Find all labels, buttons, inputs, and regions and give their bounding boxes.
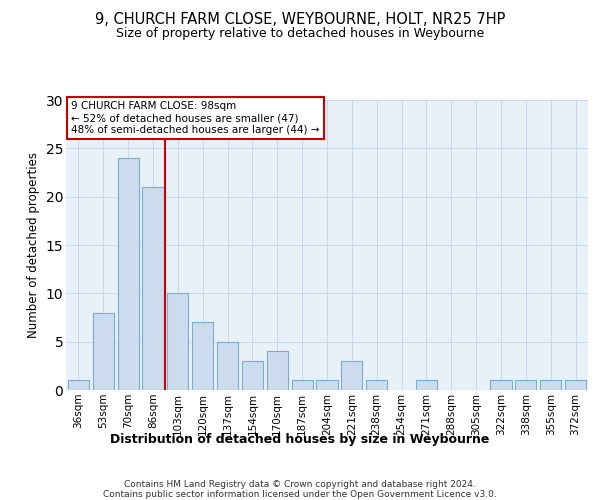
Bar bbox=[341, 361, 362, 390]
Bar bbox=[217, 342, 238, 390]
Text: Contains HM Land Registry data © Crown copyright and database right 2024.
Contai: Contains HM Land Registry data © Crown c… bbox=[103, 480, 497, 500]
Bar bbox=[490, 380, 512, 390]
Bar bbox=[540, 380, 561, 390]
Bar bbox=[416, 380, 437, 390]
Bar bbox=[142, 187, 164, 390]
Bar bbox=[515, 380, 536, 390]
Text: Size of property relative to detached houses in Weybourne: Size of property relative to detached ho… bbox=[116, 28, 484, 40]
Bar bbox=[242, 361, 263, 390]
Bar bbox=[192, 322, 213, 390]
Bar bbox=[316, 380, 338, 390]
Bar bbox=[565, 380, 586, 390]
Bar bbox=[167, 294, 188, 390]
Text: 9, CHURCH FARM CLOSE, WEYBOURNE, HOLT, NR25 7HP: 9, CHURCH FARM CLOSE, WEYBOURNE, HOLT, N… bbox=[95, 12, 505, 28]
Text: Distribution of detached houses by size in Weybourne: Distribution of detached houses by size … bbox=[110, 432, 490, 446]
Bar bbox=[267, 352, 288, 390]
Bar bbox=[68, 380, 89, 390]
Bar bbox=[118, 158, 139, 390]
Bar bbox=[366, 380, 387, 390]
Bar bbox=[292, 380, 313, 390]
Text: 9 CHURCH FARM CLOSE: 98sqm
← 52% of detached houses are smaller (47)
48% of semi: 9 CHURCH FARM CLOSE: 98sqm ← 52% of deta… bbox=[71, 102, 320, 134]
Bar bbox=[93, 312, 114, 390]
Y-axis label: Number of detached properties: Number of detached properties bbox=[27, 152, 40, 338]
